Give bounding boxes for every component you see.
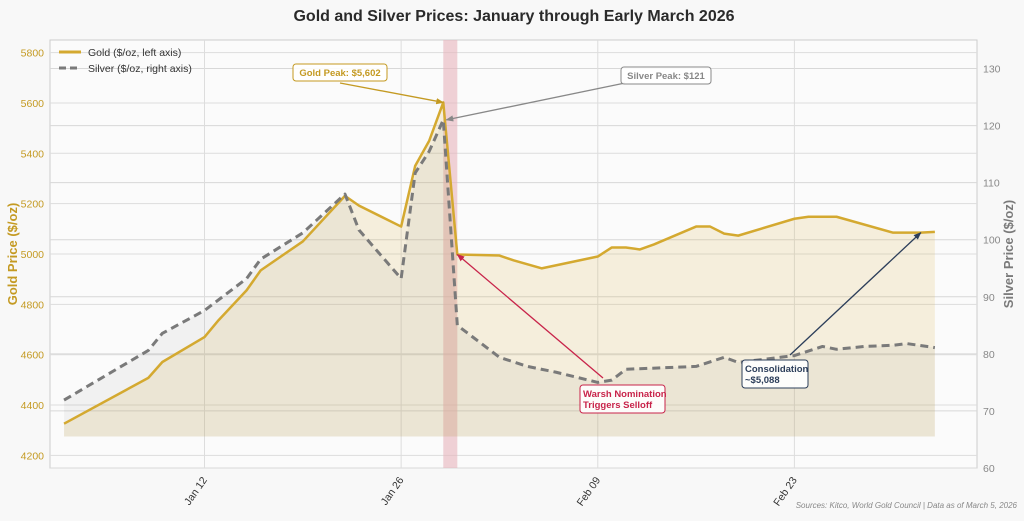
gold-peak-label: Gold Peak: $5,602 xyxy=(299,68,380,79)
y-tick-left: 5400 xyxy=(21,148,45,160)
y-tick-right: 90 xyxy=(983,292,995,304)
x-tick-label: Jan 26 xyxy=(379,475,407,508)
y-tick-left: 5200 xyxy=(21,199,45,211)
consolidation-label-line: ~$5,088 xyxy=(745,375,780,386)
y-tick-left: 4200 xyxy=(21,450,45,462)
footnote: Sources: Kitco, World Gold Council | Dat… xyxy=(796,501,1018,510)
chart-title: Gold and Silver Prices: January through … xyxy=(293,8,734,25)
consolidation-label-line: Consolidation xyxy=(745,364,809,375)
x-tick-label: Jan 12 xyxy=(182,475,210,508)
y-tick-right: 110 xyxy=(983,178,1000,190)
gold-peak-label-line: Gold Peak: $5,602 xyxy=(299,68,380,79)
y-tick-left: 5000 xyxy=(21,249,45,261)
y-tick-right: 60 xyxy=(983,463,995,475)
y-tick-left: 4600 xyxy=(21,350,45,362)
y-axis-right-label: Silver Price ($/oz) xyxy=(1001,200,1016,308)
y-axis-left-label: Gold Price ($/oz) xyxy=(5,203,20,306)
y-tick-right: 120 xyxy=(983,121,1001,133)
y-tick-left: 4400 xyxy=(21,400,45,412)
x-tick-label: Feb 09 xyxy=(575,475,604,509)
silver-peak-label: Silver Peak: $121 xyxy=(627,71,705,82)
legend-gold-label: Gold ($/oz, left axis) xyxy=(88,47,181,59)
y-tick-right: 80 xyxy=(983,349,995,361)
y-tick-right: 100 xyxy=(983,235,1001,247)
y-tick-right: 130 xyxy=(983,64,1001,76)
selloff-label-line: Warsh Nomination xyxy=(583,389,667,400)
legend-silver-label: Silver ($/oz, right axis) xyxy=(88,63,192,75)
y-tick-left: 4800 xyxy=(21,299,45,311)
y-tick-right: 70 xyxy=(983,406,995,418)
selloff-label-line: Triggers Selloff xyxy=(583,400,653,411)
silver-peak-label-line: Silver Peak: $121 xyxy=(627,71,705,82)
y-tick-left: 5600 xyxy=(21,98,45,110)
y-tick-left: 5800 xyxy=(21,48,45,60)
